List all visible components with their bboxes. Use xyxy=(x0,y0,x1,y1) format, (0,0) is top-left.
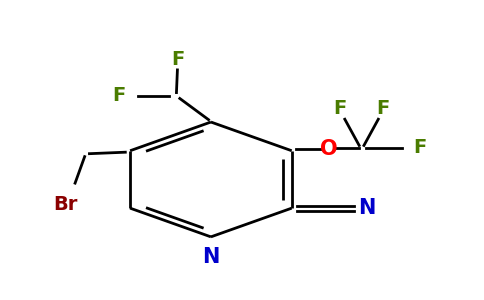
Text: Br: Br xyxy=(53,195,78,214)
Text: F: F xyxy=(333,98,347,118)
Text: N: N xyxy=(202,247,220,267)
Text: F: F xyxy=(112,86,126,105)
Text: F: F xyxy=(171,50,184,69)
Text: O: O xyxy=(320,139,338,159)
Text: F: F xyxy=(413,138,426,157)
Text: N: N xyxy=(358,198,375,218)
Text: F: F xyxy=(377,98,390,118)
